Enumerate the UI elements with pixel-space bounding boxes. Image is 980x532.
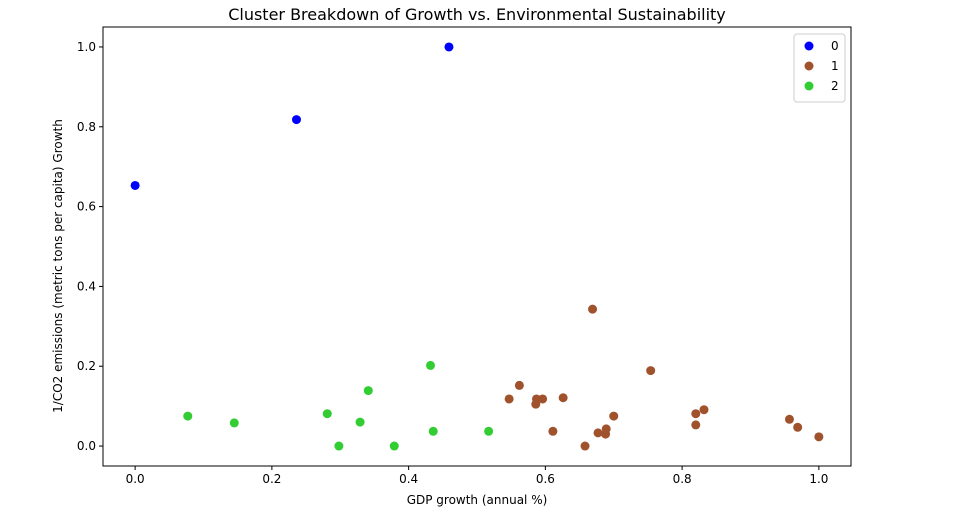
y-tick-label: 0.8 bbox=[77, 120, 96, 134]
y-tick-label: 0.4 bbox=[77, 279, 96, 293]
x-axis-label: GDP growth (annual %) bbox=[407, 493, 548, 507]
data-point-cluster-1 bbox=[691, 420, 701, 430]
data-point-cluster-2 bbox=[183, 411, 193, 421]
data-point-cluster-2 bbox=[484, 426, 494, 436]
data-point-cluster-1 bbox=[793, 422, 803, 432]
data-point-cluster-2 bbox=[426, 360, 436, 370]
data-point-cluster-0 bbox=[130, 180, 140, 190]
data-point-cluster-2 bbox=[322, 409, 332, 419]
data-point-cluster-1 bbox=[580, 441, 590, 451]
data-point-cluster-1 bbox=[593, 428, 603, 438]
data-point-cluster-2 bbox=[389, 441, 399, 451]
y-axis-ticks: 0.0 0.2 0.4 0.6 0.8 1.0 bbox=[77, 40, 103, 453]
data-point-cluster-1 bbox=[504, 394, 514, 404]
data-point-cluster-2 bbox=[229, 418, 239, 428]
y-axis-label: 1/CO2 emissions (metric tons per capita)… bbox=[51, 119, 65, 413]
y-tick-label: 1.0 bbox=[77, 40, 96, 54]
data-point-cluster-0 bbox=[291, 115, 301, 125]
x-tick-label: 0.8 bbox=[673, 472, 692, 486]
data-point-cluster-1 bbox=[691, 409, 701, 419]
data-point-cluster-1 bbox=[814, 432, 824, 442]
data-point-cluster-1 bbox=[588, 304, 598, 314]
data-point-cluster-1 bbox=[601, 424, 611, 434]
data-point-cluster-1 bbox=[548, 426, 558, 436]
y-tick-label: 0.2 bbox=[77, 359, 96, 373]
chart-title: Cluster Breakdown of Growth vs. Environm… bbox=[228, 5, 726, 24]
data-point-cluster-1 bbox=[646, 366, 656, 376]
x-tick-label: 0.0 bbox=[126, 472, 145, 486]
plot-frame bbox=[102, 26, 852, 467]
y-tick-label: 0.6 bbox=[77, 200, 96, 214]
data-point-cluster-1 bbox=[531, 394, 541, 404]
data-point-cluster-1 bbox=[784, 414, 794, 424]
data-point-cluster-1 bbox=[514, 380, 524, 390]
data-point-cluster-2 bbox=[363, 386, 373, 396]
data-point-cluster-1 bbox=[538, 394, 548, 404]
legend-label: 2 bbox=[831, 79, 839, 93]
legend-marker bbox=[804, 61, 814, 71]
data-point-cluster-0 bbox=[444, 42, 454, 52]
data-point-cluster-1 bbox=[699, 405, 709, 415]
data-point-cluster-1 bbox=[609, 411, 619, 421]
legend: 0 1 2 bbox=[793, 33, 846, 103]
data-point-cluster-2 bbox=[428, 426, 438, 436]
x-tick-label: 1.0 bbox=[809, 472, 828, 486]
legend-marker bbox=[804, 41, 814, 51]
x-tick-label: 0.4 bbox=[399, 472, 418, 486]
data-point-cluster-1 bbox=[558, 393, 568, 403]
legend-label: 1 bbox=[831, 59, 839, 73]
x-tick-label: 0.2 bbox=[262, 472, 281, 486]
x-axis-ticks: 0.0 0.2 0.4 0.6 0.8 1.0 bbox=[126, 466, 828, 486]
y-tick-label: 0.0 bbox=[77, 439, 96, 453]
x-tick-label: 0.6 bbox=[536, 472, 555, 486]
data-point-cluster-2 bbox=[334, 441, 344, 451]
legend-marker bbox=[804, 81, 814, 91]
points-layer bbox=[130, 42, 824, 451]
data-point-cluster-2 bbox=[355, 417, 365, 427]
legend-label: 0 bbox=[831, 39, 839, 53]
